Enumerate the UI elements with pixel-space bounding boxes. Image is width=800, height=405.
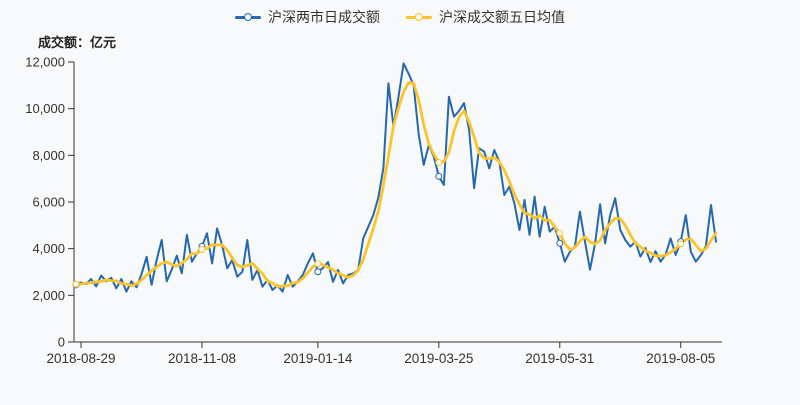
ma5-line xyxy=(74,81,718,288)
y-tick-label: 0 xyxy=(58,335,65,350)
ma5-point-marker xyxy=(72,280,80,288)
daily-volume-point-marker xyxy=(435,172,443,180)
ma5-point-marker xyxy=(556,229,564,237)
x-tick-label: 2018-08-29 xyxy=(47,351,116,366)
legend-label-ma5: 沪深成交额五日均值 xyxy=(439,9,565,25)
legend-label-daily-volume: 沪深两市日成交额 xyxy=(268,9,380,25)
chart-legend: 沪深两市日成交额 沪深成交额五日均值 xyxy=(0,7,800,27)
y-axis-title: 成交额：亿元 xyxy=(38,35,117,50)
daily-volume-point-marker xyxy=(314,268,322,276)
daily-volume-line xyxy=(75,62,717,293)
x-tick-label: 2018-11-08 xyxy=(168,351,236,366)
daily-volume-legend-marker-icon xyxy=(235,12,261,22)
y-tick-label: 6,000 xyxy=(32,195,65,210)
x-tick-label: 2019-05-31 xyxy=(525,351,594,366)
y-tick-label: 4,000 xyxy=(32,241,65,256)
ma5-point-marker xyxy=(314,260,322,268)
ma5-legend-marker-icon xyxy=(406,12,432,22)
y-tick-label: 12,000 xyxy=(25,55,65,70)
legend-item-daily-volume[interactable]: 沪深两市日成交额 xyxy=(235,7,380,27)
y-tick-label: 10,000 xyxy=(25,101,65,116)
x-tick-label: 2019-03-25 xyxy=(404,351,473,366)
daily-volume-point-marker xyxy=(556,239,564,247)
y-tick-label: 2,000 xyxy=(32,288,65,303)
legend-item-ma5[interactable]: 沪深成交额五日均值 xyxy=(406,7,565,27)
ma5-point-marker xyxy=(198,245,206,253)
x-tick-label: 2019-01-14 xyxy=(283,351,353,366)
ma5-point-marker xyxy=(677,240,685,248)
ma5-point-marker xyxy=(435,159,443,167)
y-tick-label: 8,000 xyxy=(32,148,65,163)
x-tick-label: 2019-08-05 xyxy=(646,351,715,366)
